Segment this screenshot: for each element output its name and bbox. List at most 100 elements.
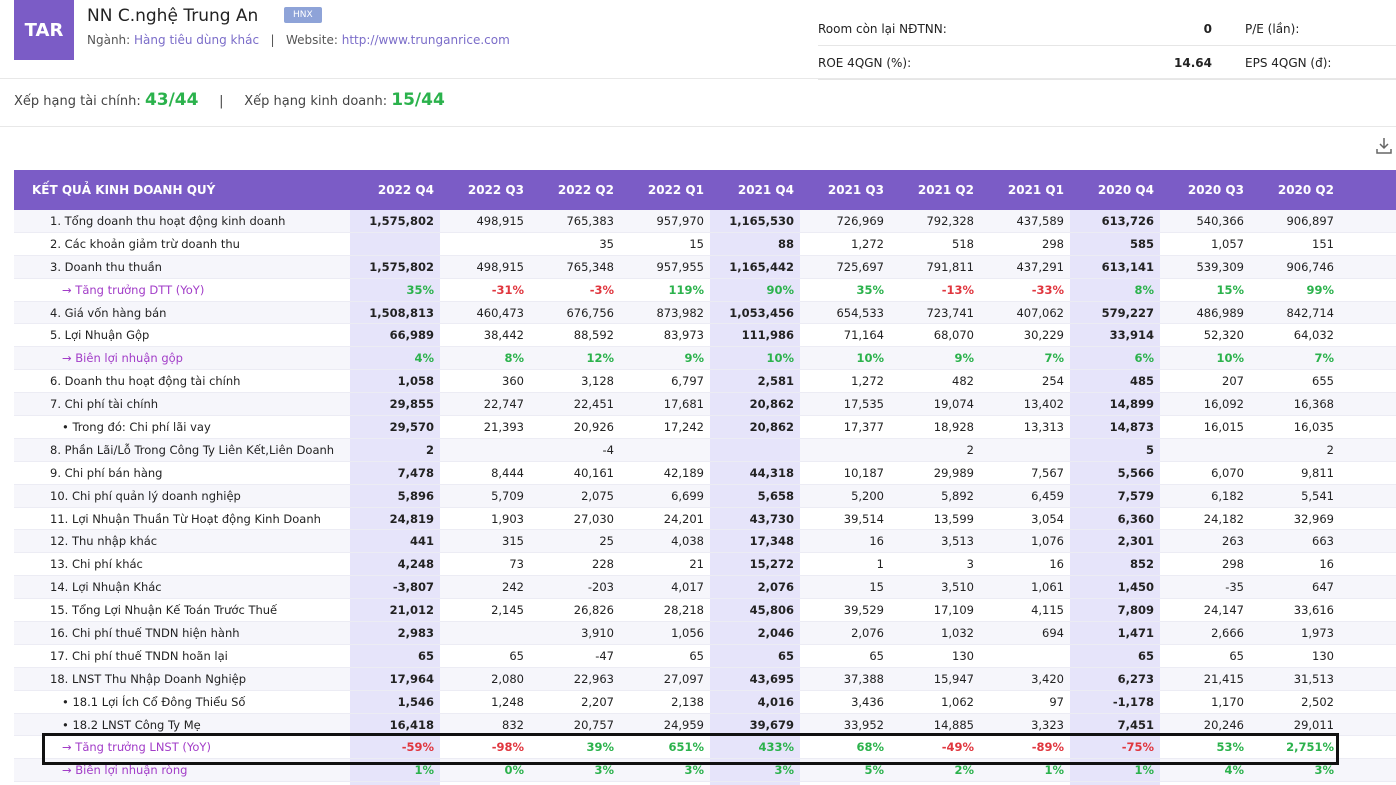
cell: 15% <box>1216 282 1244 297</box>
cell: 2,075 <box>581 488 614 503</box>
cell: 7,579 <box>1070 484 1160 507</box>
cell: 1,272 <box>851 236 884 251</box>
table-row: 14. Lợi Nhuận Khác -3,807 242 -203 4,017 2,07… <box>14 576 1396 600</box>
cell: 29,570 <box>350 416 440 438</box>
cell: 539,309 <box>1196 259 1244 274</box>
cell: 28,218 <box>663 603 704 618</box>
row-label: 11. Lợi Nhuận Thuần Từ Hoạt động Kinh Do… <box>50 511 321 526</box>
table-row: 6. Doanh thu hoạt động tài chính 1,058 360… <box>14 370 1396 394</box>
cell: 7,567 <box>1031 465 1064 480</box>
website-link[interactable]: http://www.trunganrice.com <box>341 33 510 47</box>
cell <box>1160 439 1250 461</box>
cell: 2 <box>1326 442 1334 457</box>
row-label: 18. LNST Thu Nhập Doanh Nghiệp <box>50 671 247 686</box>
cell: 1,546 <box>350 690 440 713</box>
business-label: Xếp hạng kinh doanh: <box>244 94 388 109</box>
cell: 43,695 <box>710 667 800 690</box>
cell: 2,207 <box>581 694 614 709</box>
download-icon[interactable] <box>1374 136 1394 156</box>
cell: 18,928 <box>933 419 974 434</box>
cell: -4 <box>602 442 614 457</box>
cell: 15 <box>689 236 704 251</box>
cell: 20,862 <box>710 416 800 438</box>
cell: 5,566 <box>1070 461 1160 484</box>
cell: 3% <box>1314 763 1334 778</box>
cell: 17,535 <box>843 397 884 412</box>
cell: 5,541 <box>1301 488 1334 503</box>
table-row: → Tăng trưởng DTT (YoY) 35% -31% -3% 119% 90%… <box>14 278 1396 302</box>
cell: 88 <box>710 232 800 255</box>
cell: 38,442 <box>483 328 524 343</box>
cell: -1,178 <box>1070 690 1160 713</box>
cell: 1,032 <box>941 625 974 640</box>
cell <box>440 233 530 255</box>
cell: 24,147 <box>1203 603 1244 618</box>
cell: 437,589 <box>1016 213 1064 228</box>
cell: 130 <box>1312 648 1334 663</box>
cell: 647 <box>1312 580 1334 595</box>
row-label: • 18.1 Lợi Ích Cổ Đông Thiểu Số <box>62 694 246 709</box>
row-label: 12. Thu nhập khác <box>50 534 158 549</box>
table-row: 9. Chi phí bán hàng 7,478 8,444 40,161 42,18… <box>14 461 1396 485</box>
table-row: 17. Chi phí thuế TNDN hoãn lại 65 65 -47 65 6… <box>14 644 1396 668</box>
cell: 2,080 <box>491 671 524 686</box>
cell: 97 <box>1049 694 1064 709</box>
stat-label: P/E (lần): <box>1245 21 1300 36</box>
cell: 2,666 <box>1211 625 1244 640</box>
business-rating: 15/44 <box>391 90 445 110</box>
cell: 6,459 <box>1031 488 1064 503</box>
cell: 1,058 <box>350 370 440 393</box>
cell: 498,915 <box>476 259 524 274</box>
table-title: KẾT QUẢ KINH DOANH QUÝ <box>32 183 216 197</box>
cell <box>620 439 710 461</box>
cell: 13,599 <box>933 511 974 526</box>
cell: 29,011 <box>1293 717 1334 732</box>
cell: 3,436 <box>851 694 884 709</box>
cell: 694 <box>1042 625 1064 640</box>
cell: 486,989 <box>1196 305 1244 320</box>
cell: 17,109 <box>933 603 974 618</box>
cell: 557 <box>710 782 800 785</box>
cell: 1,057 <box>1211 236 1244 251</box>
cell: 65 <box>689 648 704 663</box>
cell: 43,730 <box>710 507 800 530</box>
cell: 1,973 <box>1301 625 1334 640</box>
cell: 17,348 <box>710 530 800 553</box>
industry-link[interactable]: Hàng tiêu dùng khác <box>134 33 260 47</box>
cell: 7% <box>1044 351 1064 366</box>
cell: 3,910 <box>581 625 614 640</box>
cell: -59% <box>350 736 440 759</box>
cell: 1,061 <box>1031 580 1064 595</box>
cell: 228 <box>592 557 614 572</box>
cell: 6,070 <box>1211 465 1244 480</box>
cell: 105 <box>1070 782 1160 785</box>
cell: -3,807 <box>350 576 440 599</box>
cell: 5,658 <box>710 484 800 507</box>
cell: 39,679 <box>710 713 800 736</box>
cell <box>980 439 1070 461</box>
cell: 35% <box>350 278 440 301</box>
cell: 66,989 <box>350 324 440 347</box>
table-row: → Biên lợi nhuận gộp 4% 8% 12% 9% 10% 10% 9% 7% 6… <box>14 347 1396 371</box>
cell: 64,032 <box>1293 328 1334 343</box>
cell: 65 <box>509 648 524 663</box>
table-row: → EPS (đồng)2311229235155747720947105284… <box>14 782 1396 785</box>
cell: 88,592 <box>573 328 614 343</box>
cell: 24,182 <box>1203 511 1244 526</box>
cell: -89% <box>1031 740 1064 755</box>
cell: 68,070 <box>933 328 974 343</box>
table-row: 8. Phần Lãi/Lỗ Trong Công Ty Liên Kết,Li… <box>14 438 1396 462</box>
cell: 433% <box>710 736 800 759</box>
cell: 24,959 <box>663 717 704 732</box>
finance-rating: 43/44 <box>144 90 199 110</box>
cell: 585 <box>1070 232 1160 255</box>
table-row: 7. Chi phí tài chính 29,855 22,747 22,451 17… <box>14 393 1396 417</box>
column-header: 2022 Q3 <box>467 183 524 197</box>
cell: 16,035 <box>1293 419 1334 434</box>
cell: 2,076 <box>710 576 800 599</box>
cell: 613,726 <box>1070 210 1160 232</box>
company-info: Ngành: Hàng tiêu dùng khác | Website: ht… <box>87 33 510 47</box>
cell: 3,054 <box>1031 511 1064 526</box>
cell: 3 <box>966 557 974 572</box>
cell: 44,318 <box>710 461 800 484</box>
